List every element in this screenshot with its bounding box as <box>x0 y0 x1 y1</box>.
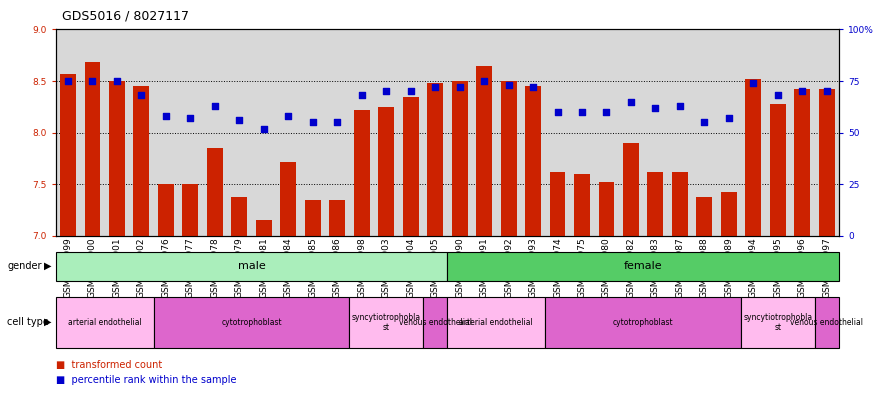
Bar <box>207 148 223 236</box>
Point <box>771 92 785 99</box>
Bar <box>256 220 272 236</box>
Bar <box>574 174 590 236</box>
Bar <box>447 297 545 348</box>
Bar <box>696 196 712 236</box>
Bar <box>154 297 350 348</box>
Point <box>61 78 75 84</box>
Point <box>673 103 687 109</box>
Bar <box>56 297 154 348</box>
Point <box>183 115 197 121</box>
Bar <box>281 162 296 236</box>
Text: ▶: ▶ <box>44 317 51 327</box>
Point <box>502 82 516 88</box>
Point <box>110 78 124 84</box>
Text: venous endothelial: venous endothelial <box>790 318 863 327</box>
Bar <box>545 297 741 348</box>
Point <box>526 84 540 90</box>
Point <box>379 88 393 94</box>
Bar <box>423 297 447 348</box>
Bar <box>795 89 811 236</box>
Bar <box>672 172 688 236</box>
Point <box>85 78 99 84</box>
Bar <box>741 297 814 348</box>
Bar <box>354 110 370 236</box>
Bar <box>84 62 100 236</box>
Text: cytotrophoblast: cytotrophoblast <box>221 318 282 327</box>
Point <box>232 117 246 123</box>
Point <box>649 105 663 111</box>
Text: ■  percentile rank within the sample: ■ percentile rank within the sample <box>56 375 236 386</box>
Bar <box>182 184 198 236</box>
Bar <box>329 200 345 236</box>
Point <box>746 80 760 86</box>
Point <box>428 84 442 90</box>
Text: male: male <box>238 261 266 271</box>
Bar <box>814 297 839 348</box>
Bar <box>623 143 639 236</box>
Bar <box>451 81 467 236</box>
Point <box>404 88 418 94</box>
Point <box>477 78 491 84</box>
Text: GDS5016 / 8027117: GDS5016 / 8027117 <box>62 10 189 23</box>
Point <box>624 99 638 105</box>
Point <box>722 115 736 121</box>
Bar <box>550 172 566 236</box>
Point <box>135 92 149 99</box>
Bar <box>501 81 517 236</box>
Text: ▶: ▶ <box>44 261 51 271</box>
Point <box>257 125 271 132</box>
Bar <box>721 193 737 236</box>
Text: cell type: cell type <box>7 317 49 327</box>
Bar <box>598 182 614 236</box>
Point <box>330 119 344 125</box>
Text: arterial endothelial: arterial endothelial <box>68 318 142 327</box>
Point <box>599 109 613 115</box>
Bar <box>350 297 423 348</box>
Bar <box>60 74 76 236</box>
Point <box>305 119 319 125</box>
Text: gender: gender <box>7 261 42 271</box>
Point <box>550 109 565 115</box>
Point <box>281 113 296 119</box>
Text: syncytiotrophobla
st: syncytiotrophobla st <box>743 312 812 332</box>
Bar <box>476 66 492 236</box>
Bar <box>745 79 761 236</box>
Point <box>820 88 834 94</box>
Bar <box>304 200 320 236</box>
Bar <box>56 252 447 281</box>
Point <box>158 113 173 119</box>
Bar <box>109 81 125 236</box>
Text: venous endothelial: venous endothelial <box>398 318 472 327</box>
Text: female: female <box>624 261 663 271</box>
Point <box>355 92 369 99</box>
Point <box>697 119 712 125</box>
Text: ■  transformed count: ■ transformed count <box>56 360 162 370</box>
Point <box>796 88 810 94</box>
Bar <box>648 172 664 236</box>
Text: arterial endothelial: arterial endothelial <box>459 318 533 327</box>
Bar <box>403 97 419 236</box>
Bar <box>378 107 394 236</box>
Bar <box>819 89 835 236</box>
Text: cytotrophoblast: cytotrophoblast <box>612 318 673 327</box>
Bar <box>447 252 839 281</box>
Point <box>575 109 589 115</box>
Bar <box>231 196 247 236</box>
Point <box>208 103 222 109</box>
Bar <box>770 104 786 236</box>
Bar <box>158 184 173 236</box>
Bar <box>427 83 443 236</box>
Bar <box>525 86 541 236</box>
Text: syncytiotrophobla
st: syncytiotrophobla st <box>351 312 420 332</box>
Bar <box>134 86 150 236</box>
Point <box>452 84 466 90</box>
